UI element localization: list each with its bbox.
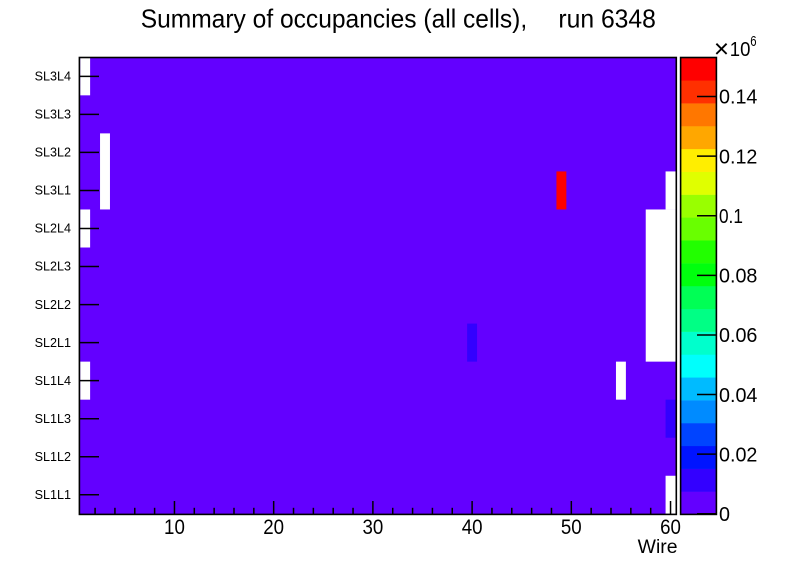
svg-text:SL1L1: SL1L1 xyxy=(35,488,71,502)
svg-text:0.1: 0.1 xyxy=(719,205,743,228)
svg-text:SL2L3: SL2L3 xyxy=(35,260,71,274)
svg-text:0.06: 0.06 xyxy=(719,324,757,347)
svg-text:SL2L2: SL2L2 xyxy=(35,298,71,312)
svg-text:50: 50 xyxy=(561,515,582,539)
svg-text:SL2L1: SL2L1 xyxy=(35,336,71,350)
svg-text:run 6348: run 6348 xyxy=(558,4,656,34)
svg-text:10: 10 xyxy=(730,38,751,61)
svg-text:0.14: 0.14 xyxy=(719,86,757,109)
svg-text:20: 20 xyxy=(263,515,284,539)
svg-text:0.12: 0.12 xyxy=(719,145,757,168)
svg-text:SL1L3: SL1L3 xyxy=(35,412,71,426)
svg-text:6: 6 xyxy=(750,34,756,50)
svg-text:0.08: 0.08 xyxy=(719,265,757,288)
svg-text:0.02: 0.02 xyxy=(719,443,757,466)
svg-text:40: 40 xyxy=(462,515,483,539)
svg-text:SL3L4: SL3L4 xyxy=(35,70,71,84)
svg-text:Wire: Wire xyxy=(638,536,678,558)
svg-text:30: 30 xyxy=(362,515,383,539)
svg-text:SL1L4: SL1L4 xyxy=(35,374,71,388)
svg-text:Summary of occupancies (all ce: Summary of occupancies (all cells), xyxy=(141,4,528,34)
svg-text:0.04: 0.04 xyxy=(719,384,757,407)
svg-text:SL3L1: SL3L1 xyxy=(35,184,71,198)
svg-text:SL1L2: SL1L2 xyxy=(35,450,71,464)
svg-text:SL3L2: SL3L2 xyxy=(35,146,71,160)
svg-text:60: 60 xyxy=(660,515,681,539)
svg-text:SL3L3: SL3L3 xyxy=(35,108,71,122)
svg-text:0: 0 xyxy=(719,503,730,526)
svg-text:×: × xyxy=(714,34,729,64)
svg-text:10: 10 xyxy=(164,515,185,539)
svg-text:SL2L4: SL2L4 xyxy=(35,222,71,236)
